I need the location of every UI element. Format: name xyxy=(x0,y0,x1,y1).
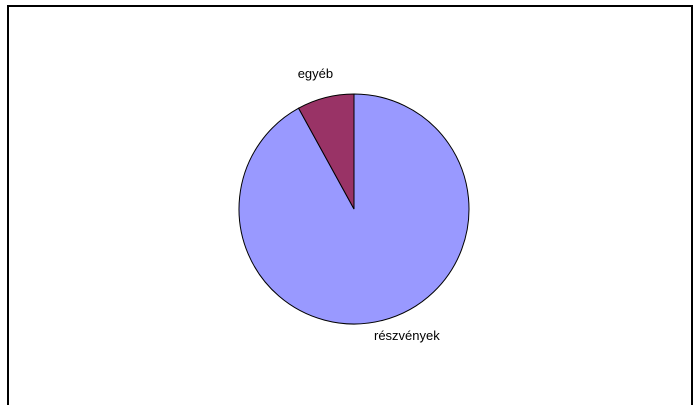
slice-label-1: egyéb xyxy=(298,66,333,81)
slice-label-0: részvények xyxy=(374,328,440,343)
pie-slice-1 xyxy=(297,93,355,210)
chart-area: részvények egyéb xyxy=(7,5,693,405)
pie-chart: részvények egyéb xyxy=(238,66,470,343)
